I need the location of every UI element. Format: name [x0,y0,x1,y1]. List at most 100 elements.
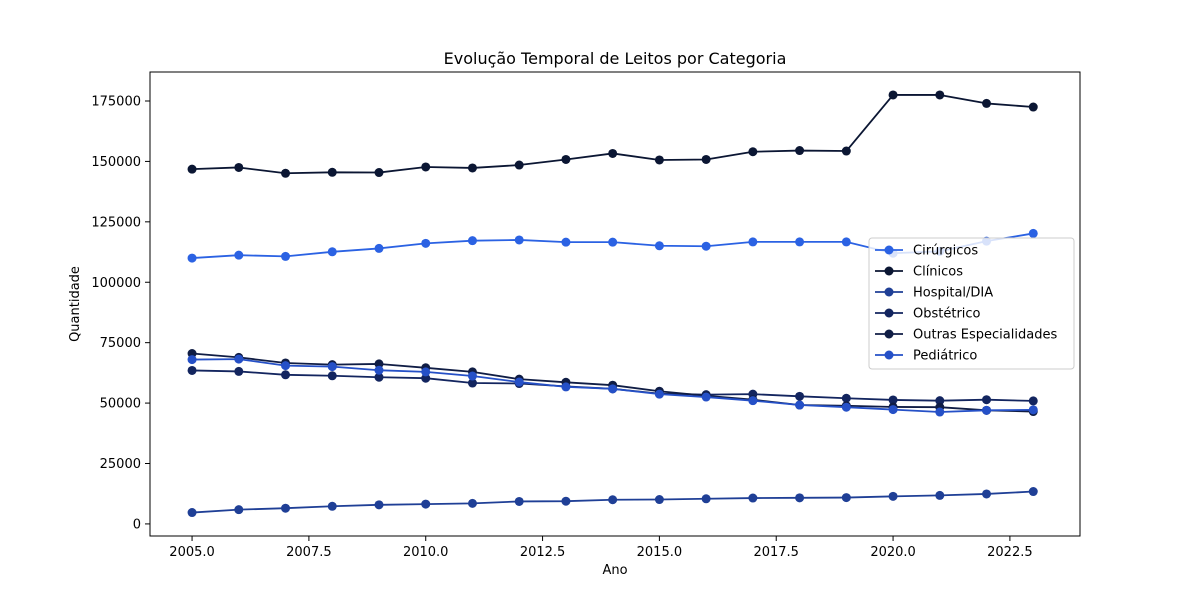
y-axis-label: Quantidade [68,266,83,342]
legend-marker-pediatrico [884,350,894,360]
data-point-hospital-dia [421,499,431,509]
x-tick-label: 2020.0 [870,545,916,560]
data-point-clinicos [374,168,384,178]
legend-box [868,237,1075,370]
series-clinicos [187,90,1038,178]
data-point-hospital-dia [841,493,851,503]
data-point-cirurgicos [841,237,851,247]
plot-area [149,71,1081,537]
x-tick-label: 2012.5 [520,545,566,560]
data-point-hospital-dia [187,508,197,518]
data-point-hospital-dia [935,490,945,500]
data-point-pediatrico [187,355,197,365]
data-point-clinicos [514,160,524,170]
legend-label-cirurgicos: Cirúrgicos [913,244,978,259]
data-point-hospital-dia [374,500,384,510]
y-tick-label: 0 [133,517,141,532]
data-point-obstetrico [1028,396,1038,406]
legend-marker-hospital-dia [884,287,894,297]
data-point-obstetrico [888,395,898,405]
y-axis: 0 25000 50000 75000 100000 125000 150000 175000 [91,95,150,532]
data-point-obstetrico [841,393,851,403]
y-tick-label: 75000 [100,336,141,351]
data-point-hospital-dia [608,495,618,505]
x-axis-label: Ano [602,563,627,578]
data-point-cirurgicos [748,237,758,247]
data-point-clinicos [748,147,758,157]
legend-marker-outras-especialidades [884,329,894,339]
y-tick-label: 125000 [91,215,141,230]
data-point-pediatrico [795,400,805,410]
x-tick-label: 2015.0 [637,545,683,560]
legend-marker-cirurgicos [884,245,894,255]
data-point-cirurgicos [421,238,431,248]
y-tick-label: 175000 [91,95,141,110]
data-point-clinicos [467,163,477,173]
data-point-pediatrico [608,384,618,394]
x-tick-label: 2007.5 [286,545,332,560]
data-point-clinicos [281,168,291,178]
y-tick-label: 100000 [91,276,141,291]
data-point-clinicos [1028,102,1038,112]
data-point-hospital-dia [888,491,898,501]
data-point-clinicos [561,154,571,164]
data-point-obstetrico [187,365,197,375]
legend-label-clinicos: Clínicos [913,265,963,280]
data-point-cirurgicos [795,237,805,247]
data-point-obstetrico [935,396,945,406]
data-point-clinicos [187,164,197,174]
legend-label-pediatrico: Pediátrico [913,349,977,364]
y-tick-label: 150000 [91,155,141,170]
data-point-hospital-dia [701,494,711,504]
data-point-clinicos [701,154,711,164]
data-point-cirurgicos [701,241,711,251]
data-point-cirurgicos [514,235,524,245]
legend: Cirúrgicos Clínicos Hospital/DIA Obstétrico… [868,237,1075,370]
data-point-clinicos [234,162,244,172]
data-point-hospital-dia [281,503,291,513]
data-point-pediatrico [1028,405,1038,415]
y-tick-label: 50000 [100,397,141,412]
data-point-pediatrico [234,354,244,364]
data-point-cirurgicos [281,251,291,261]
data-point-clinicos [654,155,664,165]
data-point-pediatrico [982,405,992,415]
data-point-cirurgicos [467,236,477,246]
data-point-pediatrico [748,396,758,406]
data-point-clinicos [327,167,337,177]
data-point-obstetrico [281,370,291,380]
data-point-obstetrico [795,391,805,401]
data-point-hospital-dia [1028,487,1038,497]
plot-frame [149,71,1081,537]
data-point-pediatrico [281,361,291,371]
data-point-outras-especialidades [374,359,384,369]
data-point-cirurgicos [654,241,664,251]
data-point-hospital-dia [748,493,758,503]
data-point-pediatrico [561,382,571,392]
x-tick-label: 2005.0 [169,545,215,560]
data-point-pediatrico [514,377,524,387]
data-point-cirurgicos [561,237,571,247]
data-point-cirurgicos [374,243,384,253]
x-tick-label: 2017.5 [753,545,799,560]
data-point-obstetrico [234,366,244,376]
data-point-clinicos [608,148,618,158]
x-tick-label: 2010.0 [403,545,449,560]
data-point-cirurgicos [234,250,244,260]
chart-title: Evolução Temporal de Leitos por Categori… [444,49,787,68]
data-point-clinicos [888,90,898,100]
data-point-hospital-dia [327,501,337,511]
legend-label-obstetrico: Obstétrico [913,307,981,322]
data-point-pediatrico [654,389,664,399]
data-point-obstetrico [421,373,431,383]
data-point-hospital-dia [795,493,805,503]
x-tick-label: 2022.5 [987,545,1033,560]
data-point-pediatrico [421,367,431,377]
data-point-hospital-dia [234,505,244,515]
series-hospital-dia [187,487,1038,518]
data-point-cirurgicos [608,237,618,247]
data-point-pediatrico [374,365,384,375]
y-tick-label: 25000 [100,457,141,472]
